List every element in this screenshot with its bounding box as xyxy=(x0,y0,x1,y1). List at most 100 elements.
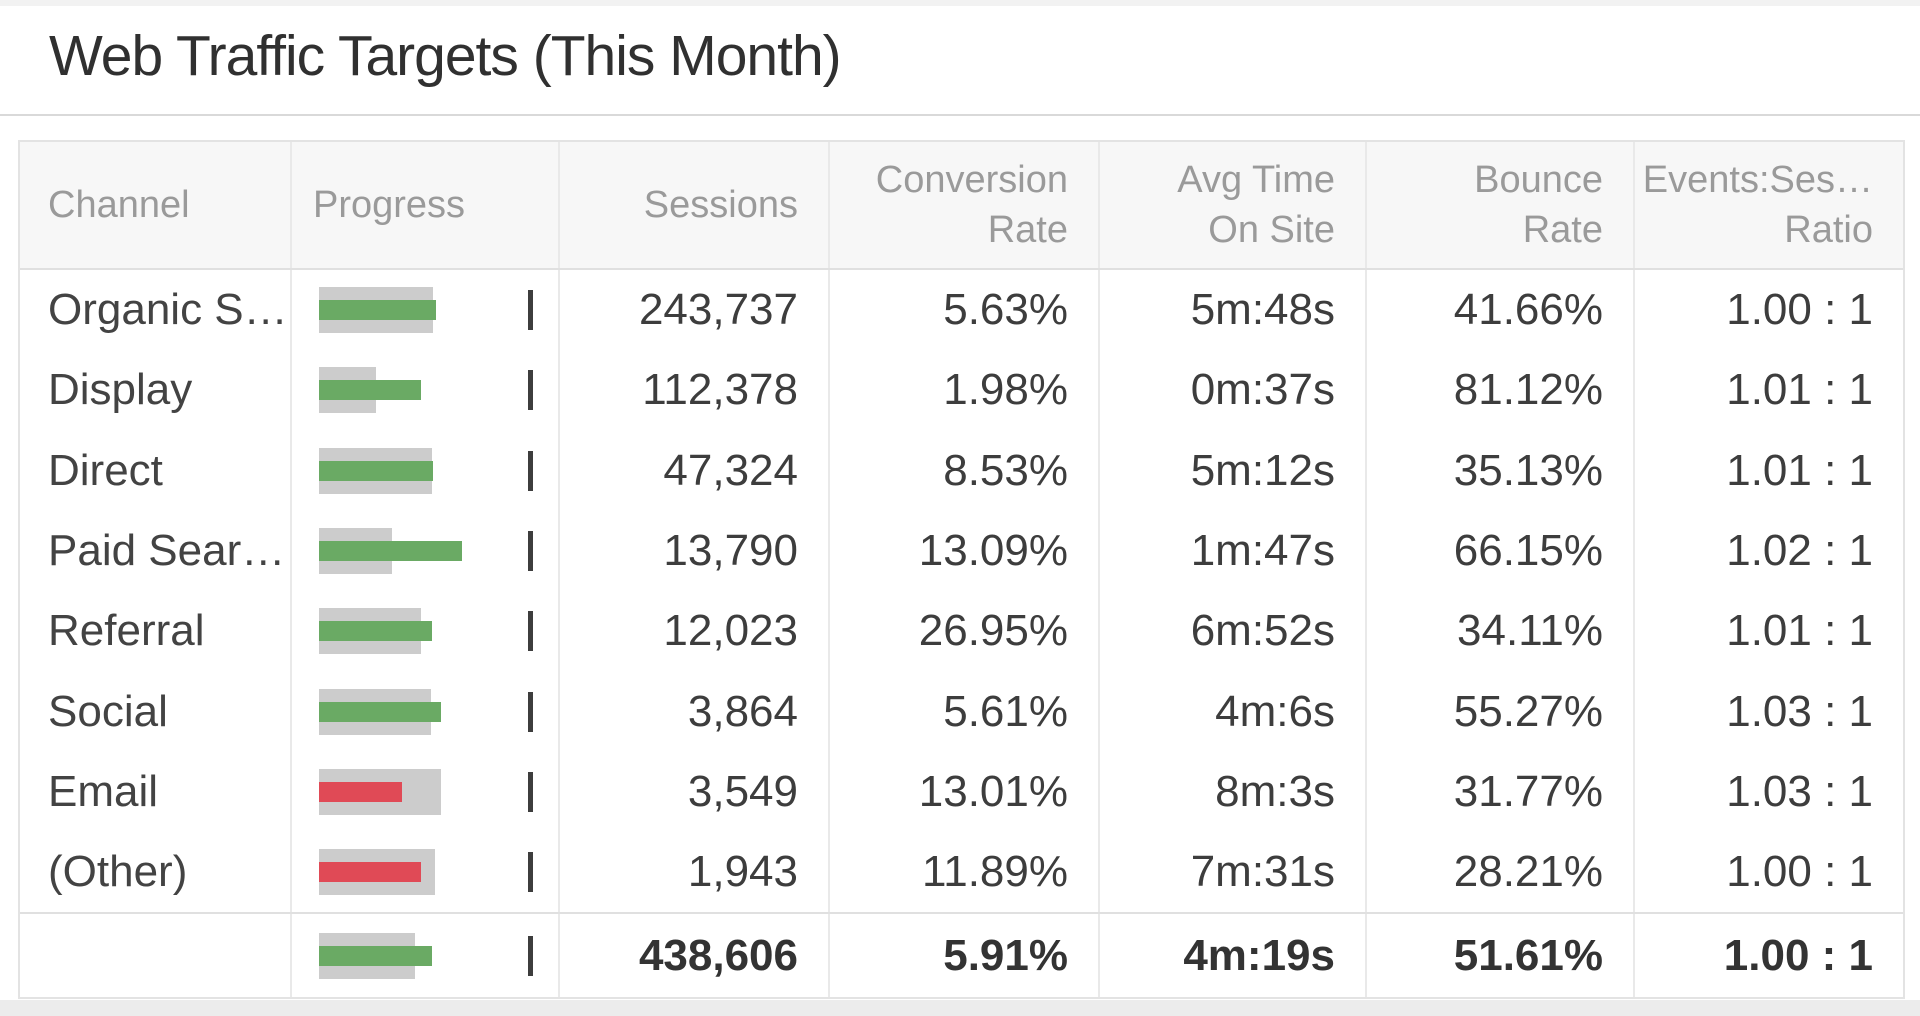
bullet-axis-marker xyxy=(528,531,533,572)
column-header-bounce_rate: Bounce Rate xyxy=(1367,142,1635,268)
bullet-chart xyxy=(319,447,535,494)
cell-avg_time_on_site: 4m:6s xyxy=(1100,671,1367,752)
cell-progress xyxy=(292,751,560,833)
cell-progress xyxy=(292,671,560,752)
table-body: Organic S… 243,737 5.63% 5m:48s 41.66% 1.00 :… xyxy=(20,270,1903,998)
bullet-axis-marker xyxy=(528,611,533,652)
cell-channel: Email xyxy=(20,751,292,833)
column-header-line: On Site xyxy=(1208,209,1335,251)
bullet-axis-marker xyxy=(528,290,533,331)
column-header-line: Events:Ses… xyxy=(1642,159,1873,201)
bullet-actual-bar xyxy=(319,701,441,722)
bullet-axis-marker xyxy=(528,852,533,893)
cell-bounce_rate: 51.61% xyxy=(1367,914,1635,998)
table-row: Email 3,549 13.01% 8m:3s 31.77% 1.03 : 1 xyxy=(20,751,1903,833)
cell-sessions: 243,737 xyxy=(560,270,830,351)
cell-avg_time_on_site: 7m:31s xyxy=(1100,832,1367,913)
cell-channel: Direct xyxy=(20,430,292,511)
cell-channel: Organic S… xyxy=(20,270,292,351)
cell-channel: Display xyxy=(20,350,292,431)
table-row: Social 3,864 5.61% 4m:6s 55.27% 1.03 : 1 xyxy=(20,671,1903,752)
column-header-line: Bounce xyxy=(1474,159,1603,201)
table-row: Paid Sear… 13,790 13.09% 1m:47s 66.15% 1.02 :… xyxy=(20,510,1903,592)
cell-avg_time_on_site: 5m:12s xyxy=(1100,430,1367,511)
cell-conversion_rate: 26.95% xyxy=(830,591,1100,672)
cell-sessions: 12,023 xyxy=(560,591,830,672)
cell-bounce_rate: 35.13% xyxy=(1367,430,1635,511)
cell-progress xyxy=(292,430,560,511)
cell-sessions: 3,864 xyxy=(560,671,830,752)
cell-conversion_rate: 5.63% xyxy=(830,270,1100,351)
column-header-sessions: Sessions xyxy=(560,142,830,268)
cell-events_sessions_ratio: 1.00 : 1 xyxy=(1726,285,1873,335)
cell-events_sessions_ratio: 1.01 : 1 xyxy=(1726,365,1873,415)
cell-conversion_rate: 1.98% xyxy=(830,350,1100,431)
cell-sessions: 438,606 xyxy=(560,914,830,998)
cell-events_sessions_ratio: 1.03 : 1 xyxy=(1726,686,1873,736)
cell-sessions: 3,549 xyxy=(560,751,830,833)
bullet-actual-bar xyxy=(319,621,432,642)
cell-bounce_rate: 34.11% xyxy=(1367,591,1635,672)
cell-channel: Paid Sear… xyxy=(20,510,292,592)
table-row: Display 112,378 1.98% 0m:37s 81.12% 1.01 : 1 xyxy=(20,350,1903,431)
cell-progress xyxy=(292,270,560,351)
cell-events_sessions_ratio: 1.03 : 1 xyxy=(1726,766,1873,816)
cell-progress xyxy=(292,591,560,672)
column-header-line: Progress xyxy=(313,184,466,226)
bullet-chart xyxy=(319,608,535,655)
cell-progress xyxy=(292,510,560,592)
cell-conversion_rate: 8.53% xyxy=(830,430,1100,511)
cell-progress xyxy=(292,350,560,431)
cell-channel: (Other) xyxy=(20,832,292,913)
cell-events_sessions_ratio: 1.00 : 1 xyxy=(1726,847,1873,897)
cell-avg_time_on_site: 6m:52s xyxy=(1100,591,1367,672)
column-header-line: Avg Time xyxy=(1177,159,1335,201)
cell-conversion_rate: 13.01% xyxy=(830,751,1100,833)
cell-conversion_rate: 11.89% xyxy=(830,832,1100,913)
table-row: Referral 12,023 26.95% 6m:52s 34.11% 1.01 : 1 xyxy=(20,591,1903,672)
column-header-events_sessions_ratio: Events:Ses… Ratio xyxy=(1635,142,1903,268)
cell-sessions: 13,790 xyxy=(560,510,830,592)
table-header-row: Channel Progress Sessions Conversion Rate Avg… xyxy=(20,142,1903,270)
bullet-actual-bar xyxy=(319,300,436,321)
column-header-line: Channel xyxy=(48,184,190,226)
bullet-actual-bar xyxy=(319,541,462,562)
table-row: Organic S… 243,737 5.63% 5m:48s 41.66% 1.00 :… xyxy=(20,270,1903,351)
cell-bounce_rate: 28.21% xyxy=(1367,832,1635,913)
bullet-chart xyxy=(319,688,535,735)
bullet-actual-bar xyxy=(319,862,421,883)
column-header-conversion_rate: Conversion Rate xyxy=(830,142,1100,268)
cell-avg_time_on_site: 5m:48s xyxy=(1100,270,1367,351)
bullet-axis-marker xyxy=(528,935,533,976)
targets-table: Channel Progress Sessions Conversion Rate Avg… xyxy=(18,140,1905,1000)
bullet-chart xyxy=(319,849,535,896)
column-header-progress: Progress xyxy=(292,142,560,268)
cell-channel xyxy=(20,914,292,998)
bullet-actual-bar xyxy=(319,460,433,481)
cell-bounce_rate: 81.12% xyxy=(1367,350,1635,431)
page-top-edge xyxy=(0,0,1920,6)
page-bottom-gutter xyxy=(0,1000,1920,1016)
cell-events_sessions_ratio: 1.02 : 1 xyxy=(1726,526,1873,576)
widget-title: Web Traffic Targets (This Month) xyxy=(49,24,842,88)
cell-avg_time_on_site: 8m:3s xyxy=(1100,751,1367,833)
cell-sessions: 1,943 xyxy=(560,832,830,913)
cell-events_sessions_ratio: 1.00 : 1 xyxy=(1723,930,1873,980)
cell-events_sessions_ratio: 1.01 : 1 xyxy=(1726,606,1873,656)
cell-avg_time_on_site: 1m:47s xyxy=(1100,510,1367,592)
cell-sessions: 47,324 xyxy=(560,430,830,511)
bullet-axis-marker xyxy=(528,691,533,732)
cell-avg_time_on_site: 4m:19s xyxy=(1100,914,1367,998)
cell-progress xyxy=(292,914,560,998)
cell-bounce_rate: 41.66% xyxy=(1367,270,1635,351)
column-header-line: Sessions xyxy=(643,184,798,226)
cell-conversion_rate: 5.61% xyxy=(830,671,1100,752)
bullet-axis-marker xyxy=(528,771,533,812)
column-header-line: Ratio xyxy=(1784,209,1873,251)
bullet-chart xyxy=(319,768,535,815)
cell-avg_time_on_site: 0m:37s xyxy=(1100,350,1367,431)
cell-sessions: 112,378 xyxy=(560,350,830,431)
column-header-line: Conversion xyxy=(875,159,1068,201)
bullet-actual-bar xyxy=(319,380,421,401)
